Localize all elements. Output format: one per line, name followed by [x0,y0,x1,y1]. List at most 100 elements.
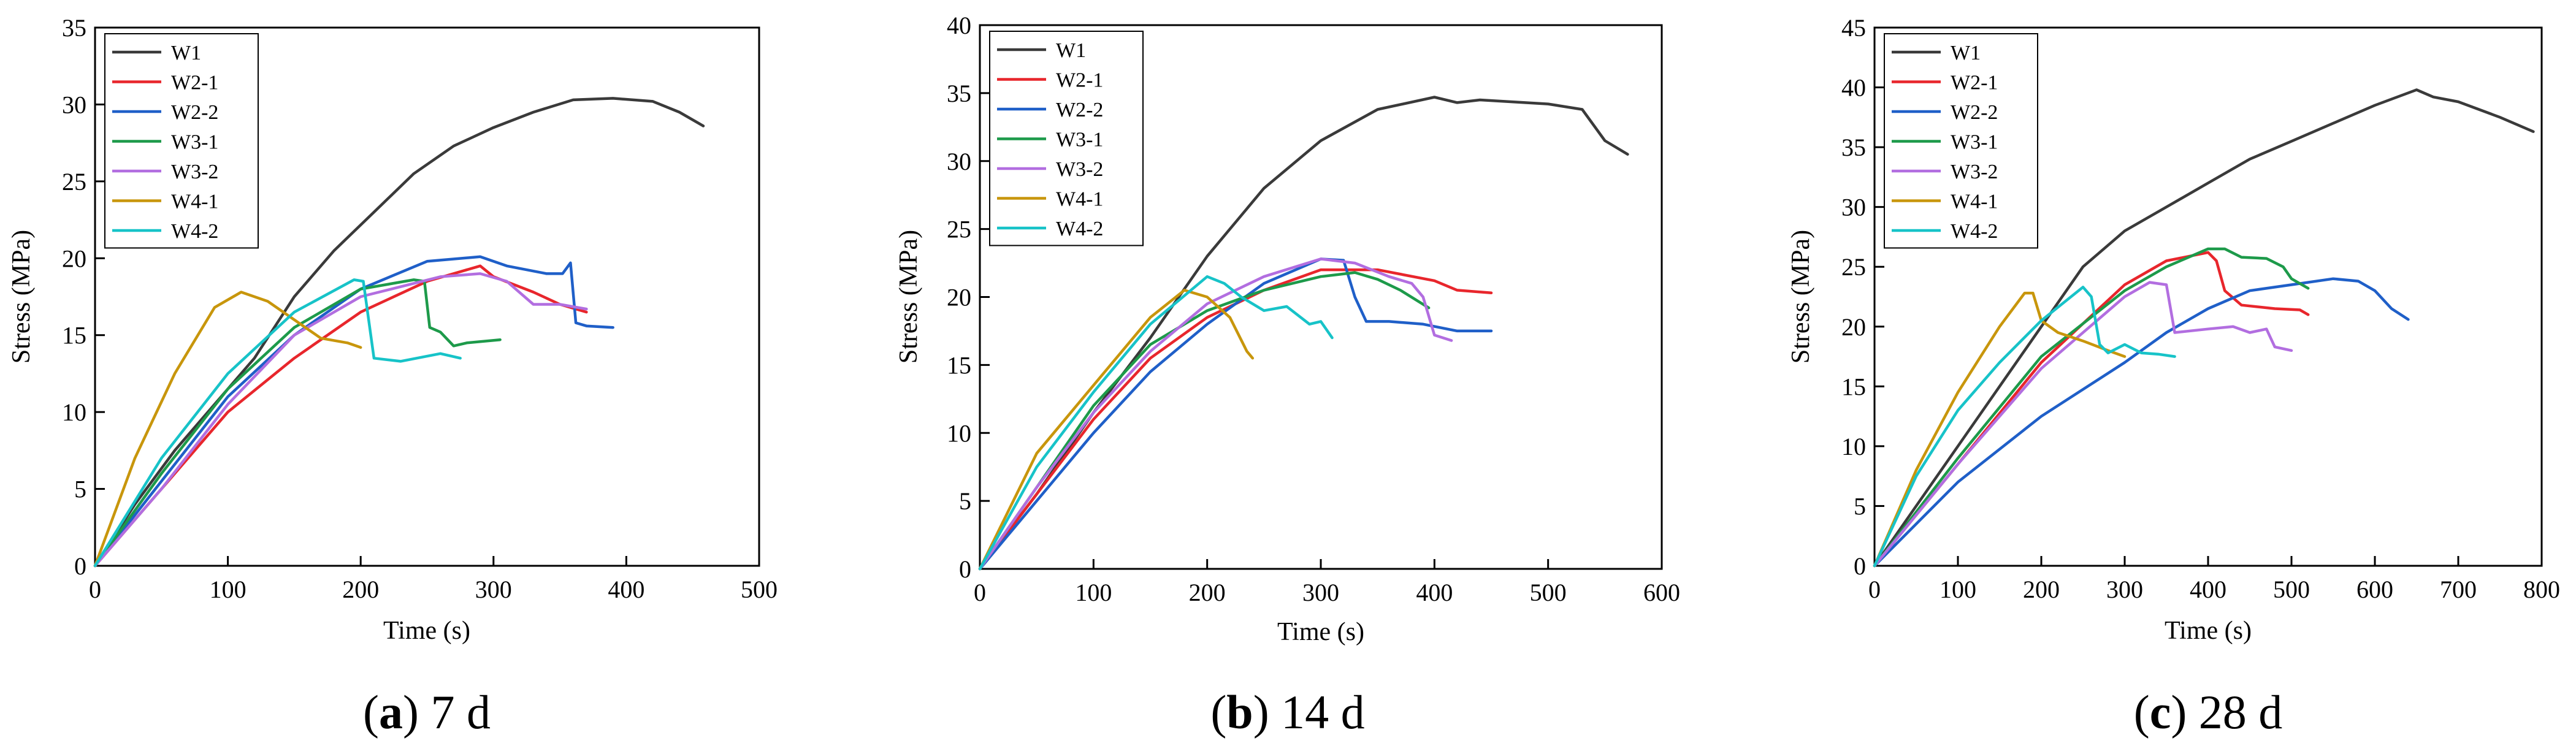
legend-label: W4-1 [171,191,218,213]
panel-7d: 0 5 10 15 20 25 30 35 0 100 200 300 400 500 W1 W2-1 W2… [7,14,778,739]
x-tick-label: 400 [2190,576,2226,603]
y-tick-label: 30 [1841,194,1866,221]
legend-label: W1 [171,42,201,64]
series-line-w1 [93,97,705,568]
legend: W1 W2-1 W2-2 W3-1 W3-2 W4-1 W4-2 [989,31,1144,246]
x-tick-label: 500 [741,576,778,603]
y-axis-title: Stress (MPa) [1787,230,1815,364]
series-line-w2-2 [1873,277,2410,568]
y-tick-label: 35 [62,14,86,42]
legend-label: W2-1 [1056,69,1103,92]
legend-label: W4-2 [1056,218,1103,240]
y-tick-label: 0 [959,555,971,583]
y-axis-ticks: 0 5 10 15 20 25 30 35 [62,14,105,580]
x-axis-title: Time (s) [383,617,470,645]
x-tick-label: 100 [210,576,247,603]
y-tick-label: 30 [947,148,971,175]
series-line-w4-2 [93,278,462,568]
x-axis-ticks: 0 100 200 300 400 500 600 700 800 [1868,556,2560,603]
y-axis-title: Stress (MPa) [895,230,923,364]
legend-label: W4-1 [1056,188,1103,211]
y-tick-label: 15 [62,322,86,349]
legend: W1 W2-1 W2-2 W3-1 W3-2 W4-1 W4-2 [1884,33,2038,249]
legend-label: W2-2 [171,101,218,124]
y-tick-label: 20 [62,245,86,272]
series-line-w3-2 [93,272,588,568]
legend-label: W4-2 [171,220,218,243]
x-tick-label: 0 [89,576,101,603]
y-axis-ticks: 0 5 10 15 20 25 30 35 40 [947,12,990,583]
y-tick-label: 40 [1841,74,1866,102]
y-tick-label: 35 [1841,134,1866,161]
x-tick-label: 600 [1643,579,1680,606]
y-tick-label: 5 [74,476,86,503]
y-tick-label: 45 [1841,14,1866,42]
series-lines [1873,88,2535,568]
x-tick-label: 800 [2523,576,2560,603]
series-line-w4-1 [1873,291,2127,568]
y-tick-label: 10 [1841,433,1866,460]
panel-28d: 0 5 10 15 20 25 30 35 40 45 0 100 200 300 400 500 600 70… [1787,14,2560,739]
legend-label: W2-1 [171,72,218,94]
x-tick-label: 400 [608,576,644,603]
x-axis-title: Time (s) [2165,617,2252,645]
panel-caption: (b) 14 d [1210,685,1364,739]
series-line-w4-1 [93,291,362,568]
series-lines [93,97,705,568]
x-tick-label: 200 [1189,579,1226,606]
x-axis-ticks: 0 100 200 300 400 500 [89,556,778,603]
y-tick-label: 35 [947,80,971,107]
legend-label: W2-2 [1951,101,1998,124]
x-axis-title: Time (s) [1277,618,1364,646]
legend-label: W3-1 [1056,129,1103,151]
legend-label: W2-1 [1951,72,1998,94]
y-tick-label: 20 [947,284,971,311]
y-tick-label: 15 [1841,373,1866,400]
x-tick-label: 200 [342,576,379,603]
legend-label: W3-1 [1951,131,1998,154]
x-tick-label: 300 [475,576,512,603]
x-tick-label: 400 [1416,579,1453,606]
legend-label: W2-2 [1056,99,1103,121]
legend-label: W4-1 [1951,191,1998,213]
x-tick-label: 700 [2440,576,2477,603]
series-line-w2-1 [1873,251,2310,568]
x-tick-label: 500 [1530,579,1567,606]
series-line-w3-1 [93,278,502,568]
x-axis-ticks: 0 100 200 300 400 500 600 [974,559,1680,606]
caption-text: ) 14 d [1253,685,1365,739]
caption-letter: b [1226,685,1253,739]
x-tick-label: 0 [1868,576,1881,603]
caption-letter: c [2150,685,2171,739]
y-axis-title: Stress (MPa) [7,230,36,364]
legend-label: W1 [1951,42,1981,64]
legend-label: W3-2 [171,161,218,183]
y-tick-label: 15 [947,351,971,379]
legend-label: W3-2 [1951,161,1998,183]
y-tick-label: 0 [1854,552,1866,580]
x-tick-label: 300 [2106,576,2143,603]
y-tick-label: 5 [1854,492,1866,520]
x-tick-label: 600 [2356,576,2393,603]
panel-caption: (a) 7 d [363,685,491,739]
y-tick-label: 20 [1841,313,1866,341]
y-tick-label: 10 [62,398,86,426]
series-line-w1 [978,96,1629,571]
series-line-w3-2 [1873,281,2293,568]
y-tick-label: 40 [947,12,971,39]
caption-letter: a [379,685,403,739]
series-line-w3-2 [978,257,1453,571]
series-line-w3-1 [1873,247,2310,568]
series-line-w4-2 [1873,286,2176,568]
caption-text: ) 28 d [2171,685,2282,739]
series-line-w2-2 [93,255,614,568]
x-tick-label: 500 [2273,576,2310,603]
y-tick-label: 25 [62,168,86,196]
series-line-w4-2 [978,275,1334,571]
series-line-w3-1 [978,271,1431,571]
x-tick-label: 0 [974,579,986,606]
y-tick-label: 0 [74,552,86,580]
series-line-w2-2 [978,257,1493,571]
